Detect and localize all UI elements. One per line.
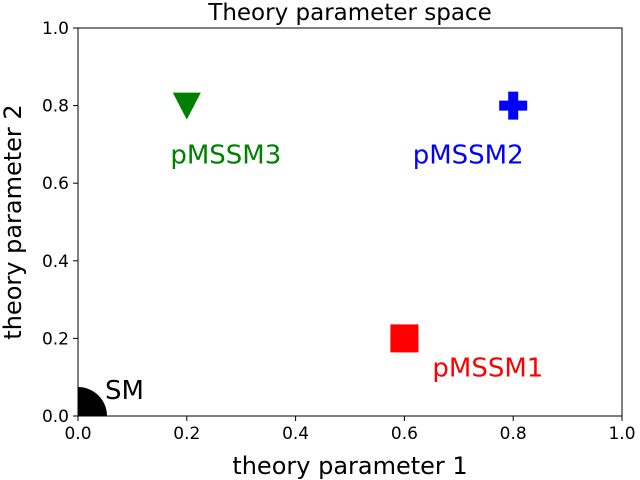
y-tick-label: 0.6 (42, 174, 69, 194)
x-tick-label: 0.8 (500, 424, 527, 444)
chart-title: Theory parameter space (207, 0, 491, 26)
x-tick-label: 0.0 (64, 424, 91, 444)
point-pmssm1-marker (390, 324, 419, 353)
y-tick-label: 0.8 (42, 97, 69, 117)
point-sm-marker (78, 387, 107, 416)
point-pmssm1-label: pMSSM1 (432, 353, 543, 383)
y-tick-label: 0.0 (42, 407, 69, 427)
point-pmssm3-label: pMSSM3 (170, 141, 281, 171)
x-axis-label: theory parameter 1 (232, 452, 467, 480)
axis-ticks: 0.0 0.2 0.4 0.6 0.8 1.0 0.0 0.2 0.4 0.6 0.8 1.0 (42, 19, 636, 444)
y-tick-label: 1.0 (42, 19, 69, 39)
markers-layer (78, 91, 528, 416)
point-pmssm2-label: pMSSM2 (413, 141, 524, 171)
point-pmssm2-marker (499, 91, 528, 120)
point-pmssm3-marker (172, 92, 201, 120)
y-tick-label: 0.4 (42, 252, 69, 272)
x-tick-label: 1.0 (608, 424, 635, 444)
x-tick-label: 0.6 (391, 424, 418, 444)
y-axis-label: theory parameter 2 (0, 104, 27, 339)
point-sm-label: SM (105, 376, 144, 406)
x-tick-label: 0.2 (173, 424, 200, 444)
point-labels: SM pMSSM1 pMSSM2 pMSSM3 (105, 141, 543, 406)
plot-frame (77, 27, 623, 417)
x-tick-label: 0.4 (282, 424, 309, 444)
y-tick-label: 0.2 (42, 329, 69, 349)
